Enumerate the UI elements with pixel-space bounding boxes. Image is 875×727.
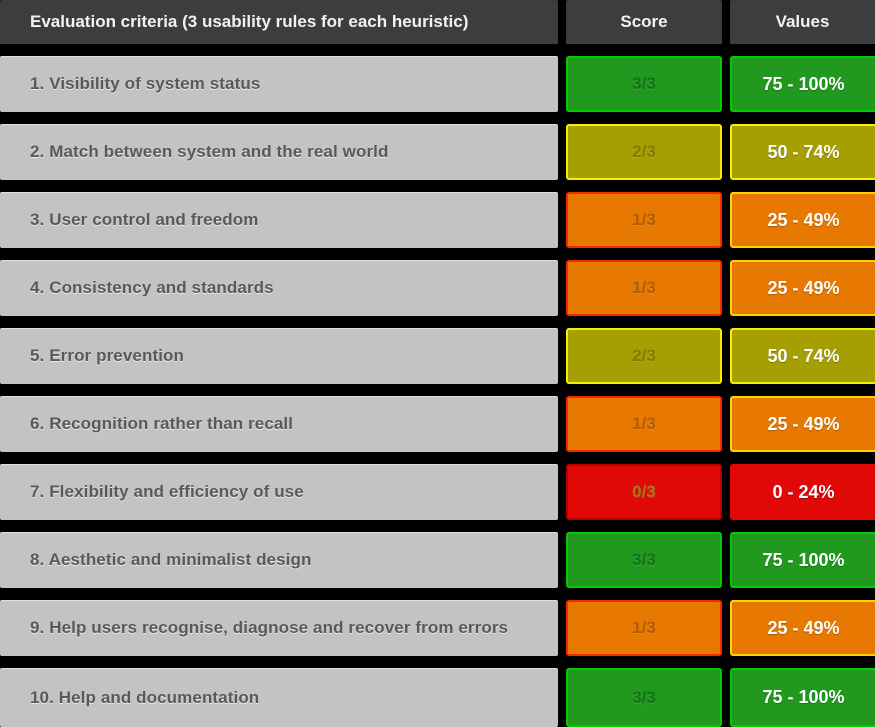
criteria-cell: 9. Help users recognise, diagnose and re… (0, 600, 558, 656)
table-row: 8. Aesthetic and minimalist design 3/3 7… (0, 532, 875, 588)
score-cell: 2/3 (566, 328, 722, 384)
score-cell: 1/3 (566, 600, 722, 656)
criteria-cell: 5. Error prevention (0, 328, 558, 384)
criteria-cell: 10. Help and documentation (0, 668, 558, 727)
criteria-cell: 3. User control and freedom (0, 192, 558, 248)
values-cell: 25 - 49% (730, 600, 875, 656)
table-row: 6. Recognition rather than recall 1/3 25… (0, 396, 875, 452)
score-cell: 3/3 (566, 668, 722, 727)
table-row: 7. Flexibility and efficiency of use 0/3… (0, 464, 875, 520)
table-row: 3. User control and freedom 1/3 25 - 49% (0, 192, 875, 248)
criteria-cell: 8. Aesthetic and minimalist design (0, 532, 558, 588)
score-cell: 1/3 (566, 396, 722, 452)
criteria-cell: 7. Flexibility and efficiency of use (0, 464, 558, 520)
score-cell: 2/3 (566, 124, 722, 180)
table-row: 4. Consistency and standards 1/3 25 - 49… (0, 260, 875, 316)
table-row: 9. Help users recognise, diagnose and re… (0, 600, 875, 656)
header-values: Values (730, 0, 875, 44)
score-cell: 1/3 (566, 260, 722, 316)
score-cell: 0/3 (566, 464, 722, 520)
values-cell: 25 - 49% (730, 192, 875, 248)
values-cell: 50 - 74% (730, 328, 875, 384)
criteria-cell: 2. Match between system and the real wor… (0, 124, 558, 180)
values-cell: 0 - 24% (730, 464, 875, 520)
table-row: 5. Error prevention 2/3 50 - 74% (0, 328, 875, 384)
values-cell: 25 - 49% (730, 396, 875, 452)
score-cell: 3/3 (566, 56, 722, 112)
values-cell: 75 - 100% (730, 56, 875, 112)
values-cell: 75 - 100% (730, 668, 875, 727)
header-row: Evaluation criteria (3 usability rules f… (0, 0, 875, 44)
values-cell: 75 - 100% (730, 532, 875, 588)
header-score: Score (566, 0, 722, 44)
header-criteria: Evaluation criteria (3 usability rules f… (0, 0, 558, 44)
table-row: 10. Help and documentation 3/3 75 - 100% (0, 668, 875, 727)
table-row: 1. Visibility of system status 3/3 75 - … (0, 56, 875, 112)
score-cell: 3/3 (566, 532, 722, 588)
values-cell: 25 - 49% (730, 260, 875, 316)
values-cell: 50 - 74% (730, 124, 875, 180)
criteria-cell: 4. Consistency and standards (0, 260, 558, 316)
criteria-cell: 6. Recognition rather than recall (0, 396, 558, 452)
criteria-cell: 1. Visibility of system status (0, 56, 558, 112)
score-cell: 1/3 (566, 192, 722, 248)
table-row: 2. Match between system and the real wor… (0, 124, 875, 180)
